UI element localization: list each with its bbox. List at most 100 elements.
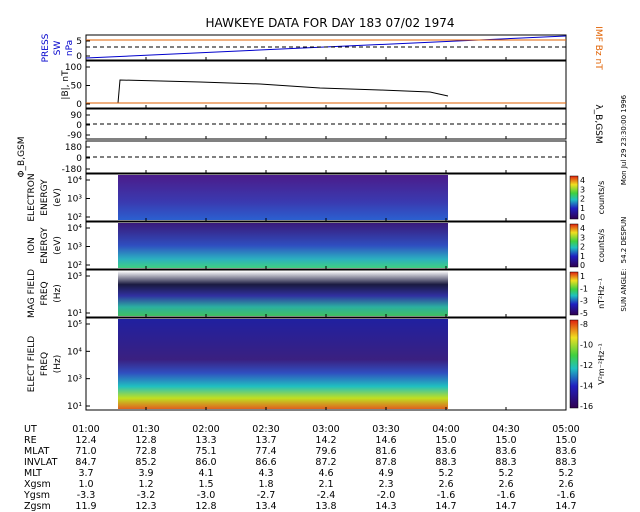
ephem-value: -2.0 <box>376 490 396 501</box>
ephem-value: 4.3 <box>258 468 274 479</box>
ephem-value: 79.6 <box>315 446 337 457</box>
electron-label3: (eV) <box>53 188 63 207</box>
ephem-row: UT 01:00 01:30 02:00 02:30 03:00 03:30 04:00 04:… <box>0 424 640 435</box>
ephem-label: RE <box>24 435 37 446</box>
lambda-label: λ_B,GSM <box>593 104 603 143</box>
ephem-value: 4.6 <box>318 468 334 479</box>
plot-title: HAWKEYE DATA FOR DAY 183 07/02 1974 <box>206 16 455 30</box>
electron-spectrogram <box>118 175 448 220</box>
ephemeris-table: UT 01:00 01:30 02:00 02:30 03:00 03:30 04:00 04:… <box>0 424 640 512</box>
elec-ytick: 10⁵ <box>67 320 82 330</box>
mag-cb-tick: -1 <box>580 284 588 293</box>
elec-cb-tick: -16 <box>580 402 593 411</box>
ephem-value: -2.7 <box>256 490 276 501</box>
elec-ytick: 10³ <box>67 375 82 385</box>
ephem-value: 14.7 <box>435 501 457 512</box>
ephem-value: 2.6 <box>558 479 574 490</box>
ion-cb-tick: 4 <box>580 224 585 233</box>
mag-ytick: 10³ <box>67 272 82 282</box>
press-ytick: 0 <box>76 52 82 62</box>
press-label: PRESS <box>41 33 51 62</box>
sun-angle-text: SUN ANGLE: <box>620 268 628 311</box>
ephem-value: -3.0 <box>196 490 216 501</box>
ephem-row: INVLAT 84.7 85.2 86.0 86.6 87.2 87.8 88.3 88.3 88… <box>0 457 640 468</box>
ephem-value: -1.6 <box>556 490 576 501</box>
electron-label2: ENERGY <box>40 179 50 216</box>
ephem-value: 2.1 <box>318 479 334 490</box>
electron-ytick: 10² <box>67 213 82 223</box>
phi-ytick: 0 <box>76 154 82 164</box>
ephem-label: Xgsm <box>24 479 51 490</box>
mag-spectrogram <box>118 271 448 316</box>
ephem-value: 14.3 <box>375 501 397 512</box>
ephem-value: 77.4 <box>255 446 277 457</box>
ephem-value: 81.6 <box>375 446 397 457</box>
ephem-value: 03:00 <box>312 424 340 435</box>
spectrograms <box>118 175 448 409</box>
bmag-panel-frame <box>85 60 567 109</box>
ephem-value: 1.8 <box>258 479 274 490</box>
electron-cb-tick: 2 <box>580 195 585 204</box>
ephem-value: 88.3 <box>555 457 577 468</box>
ephem-value: 71.0 <box>75 446 97 457</box>
mag-label3: (Hz) <box>53 284 63 303</box>
ephem-value: 5.2 <box>438 468 454 479</box>
ephem-value: 83.6 <box>435 446 457 457</box>
ephem-value: 15.0 <box>435 435 457 446</box>
ephem-value: 1.2 <box>138 479 154 490</box>
ephem-value: 05:00 <box>552 424 580 435</box>
ephem-value: 72.8 <box>135 446 157 457</box>
ion-cb-tick: 3 <box>580 233 585 242</box>
ion-label2: ENERGY <box>40 227 50 264</box>
ephem-label: INVLAT <box>24 457 58 468</box>
elec-cb-tick: -10 <box>580 341 593 350</box>
hawkeye-plot: HAWKEYE DATA FOR DAY 183 07/02 1974 <box>17 16 628 412</box>
bmag-ytick: 100 <box>65 63 82 73</box>
ephem-label: Ygsm <box>24 490 51 501</box>
ephem-value: 87.2 <box>315 457 337 468</box>
ephem-value: 5.2 <box>558 468 574 479</box>
ephem-value: 12.3 <box>135 501 157 512</box>
electron-colorbar <box>569 175 579 220</box>
ion-cb-tick: 1 <box>580 252 585 261</box>
ephem-value: 86.0 <box>195 457 217 468</box>
ion-ytick: 10³ <box>67 243 82 253</box>
ephem-value: 04:30 <box>492 424 520 435</box>
electron-cb-tick: 4 <box>580 176 585 185</box>
ion-label3: (eV) <box>53 236 63 255</box>
bmag-ytick: 50 <box>71 82 83 92</box>
ephem-value: 14.2 <box>315 435 337 446</box>
ion-spectrogram <box>118 223 448 268</box>
plot-dynamic: 50100500900-901800-18010⁴10³10²10⁴10³10²… <box>17 26 628 412</box>
ephem-value: 3.7 <box>78 468 94 479</box>
ephem-label: MLT <box>24 468 42 479</box>
ion-ytick: 10² <box>67 261 82 271</box>
ephem-value: 04:00 <box>432 424 460 435</box>
ephem-row: Zgsm 11.9 12.3 12.8 13.4 13.8 14.3 14.7 14.7 14.7 <box>0 501 640 512</box>
mag-cb-label: nT²Hz⁻¹ <box>597 278 606 309</box>
ephem-value: 4.1 <box>198 468 214 479</box>
timestamp-text: Mon Jul 29 23:30:00 1996 <box>620 94 628 185</box>
ephem-row: MLT 3.7 3.9 4.1 4.3 4.6 4.9 5.2 5.2 5.2 <box>0 468 640 479</box>
ephem-value: 88.3 <box>435 457 457 468</box>
ephem-value: 01:30 <box>132 424 160 435</box>
elec-label3: (Hz) <box>53 355 63 374</box>
electron-cb-tick: 3 <box>580 185 585 194</box>
mag-colorbar <box>569 271 579 316</box>
ephem-value: 1.5 <box>198 479 214 490</box>
npa-label: nPa <box>65 40 75 56</box>
ephem-value: 15.0 <box>495 435 517 446</box>
ephem-value: 2.6 <box>438 479 454 490</box>
ion-ytick: 10⁴ <box>67 224 82 234</box>
ephem-row: MLAT 71.0 72.8 75.1 77.4 79.6 81.6 83.6 83.6 83.6 <box>0 446 640 457</box>
elec-colorbar <box>569 319 579 409</box>
sw-label: SW <box>53 41 63 56</box>
elec-ytick: 10⁴ <box>67 347 82 357</box>
bmag-label: |B|, nT <box>61 70 71 100</box>
ephem-value: 12.8 <box>195 501 217 512</box>
electron-label1: ELECTRON <box>27 173 37 221</box>
electron-cb-tick: 0 <box>580 213 585 222</box>
despun-text: 54.2 DESPUN <box>620 217 628 264</box>
lambda-ytick: 90 <box>71 111 83 121</box>
phi-label: Φ_B,GSM <box>17 136 27 177</box>
